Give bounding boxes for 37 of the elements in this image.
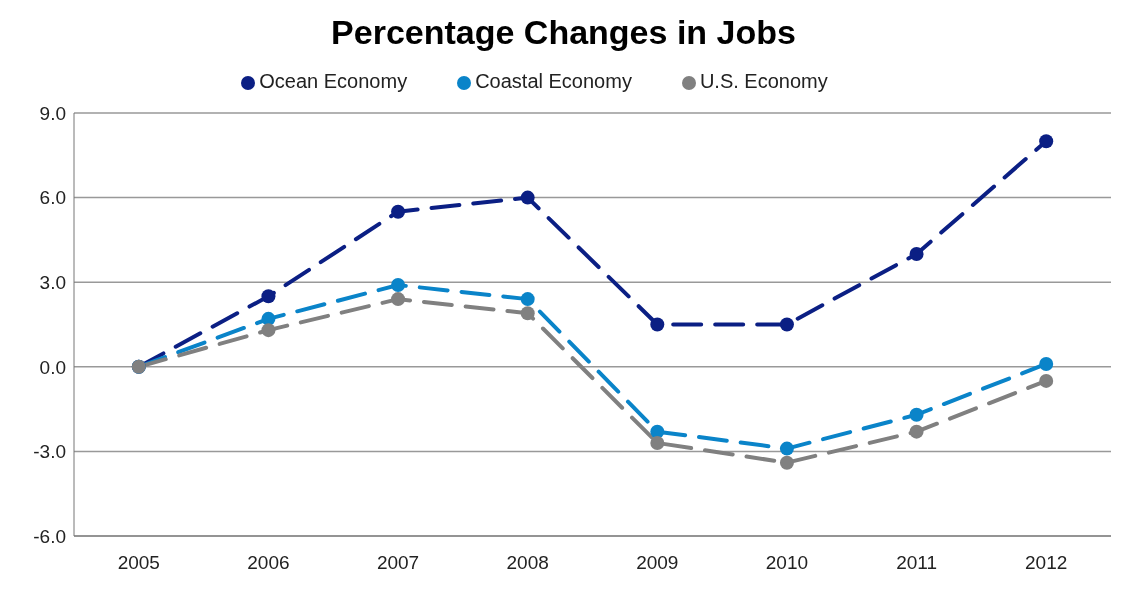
point xyxy=(650,435,665,450)
point xyxy=(909,247,924,261)
legend-label: U.S. Economy xyxy=(699,70,828,92)
point xyxy=(261,323,276,338)
point xyxy=(779,441,794,456)
y-tick-label: -6.0 xyxy=(33,525,66,547)
point xyxy=(391,292,406,307)
point xyxy=(1039,134,1054,149)
chart-title: Percentage Changes in Jobs xyxy=(330,12,797,53)
point xyxy=(779,455,794,470)
point xyxy=(909,407,924,422)
point xyxy=(520,292,535,307)
point xyxy=(261,289,276,304)
x-tick-label: 2009 xyxy=(636,552,679,574)
y-tick-label: 0.0 xyxy=(39,356,66,378)
y-tick-label: 6.0 xyxy=(39,187,66,209)
legend-label: Ocean Economy xyxy=(259,70,408,92)
x-tick-label: 2008 xyxy=(506,552,549,574)
point xyxy=(391,278,406,293)
x-tick-label: 2012 xyxy=(1025,552,1068,574)
x-tick-label: 2011 xyxy=(896,552,937,574)
y-tick-label: 9.0 xyxy=(39,102,66,124)
y-tick-label: 3.0 xyxy=(39,271,66,293)
x-tick-label: 2010 xyxy=(765,552,809,574)
x-tick-label: 2007 xyxy=(376,552,420,574)
x-tick-label: 2006 xyxy=(247,552,290,574)
point xyxy=(1039,356,1054,371)
point xyxy=(391,204,406,219)
point xyxy=(779,317,794,332)
y-tick-label: -3.0 xyxy=(33,441,66,463)
point xyxy=(520,190,535,205)
point xyxy=(650,317,665,332)
point xyxy=(909,424,924,439)
legend-label: Coastal Economy xyxy=(475,70,632,92)
point xyxy=(1039,373,1054,388)
x-tick-label: 2005 xyxy=(117,552,160,574)
point xyxy=(520,306,535,321)
